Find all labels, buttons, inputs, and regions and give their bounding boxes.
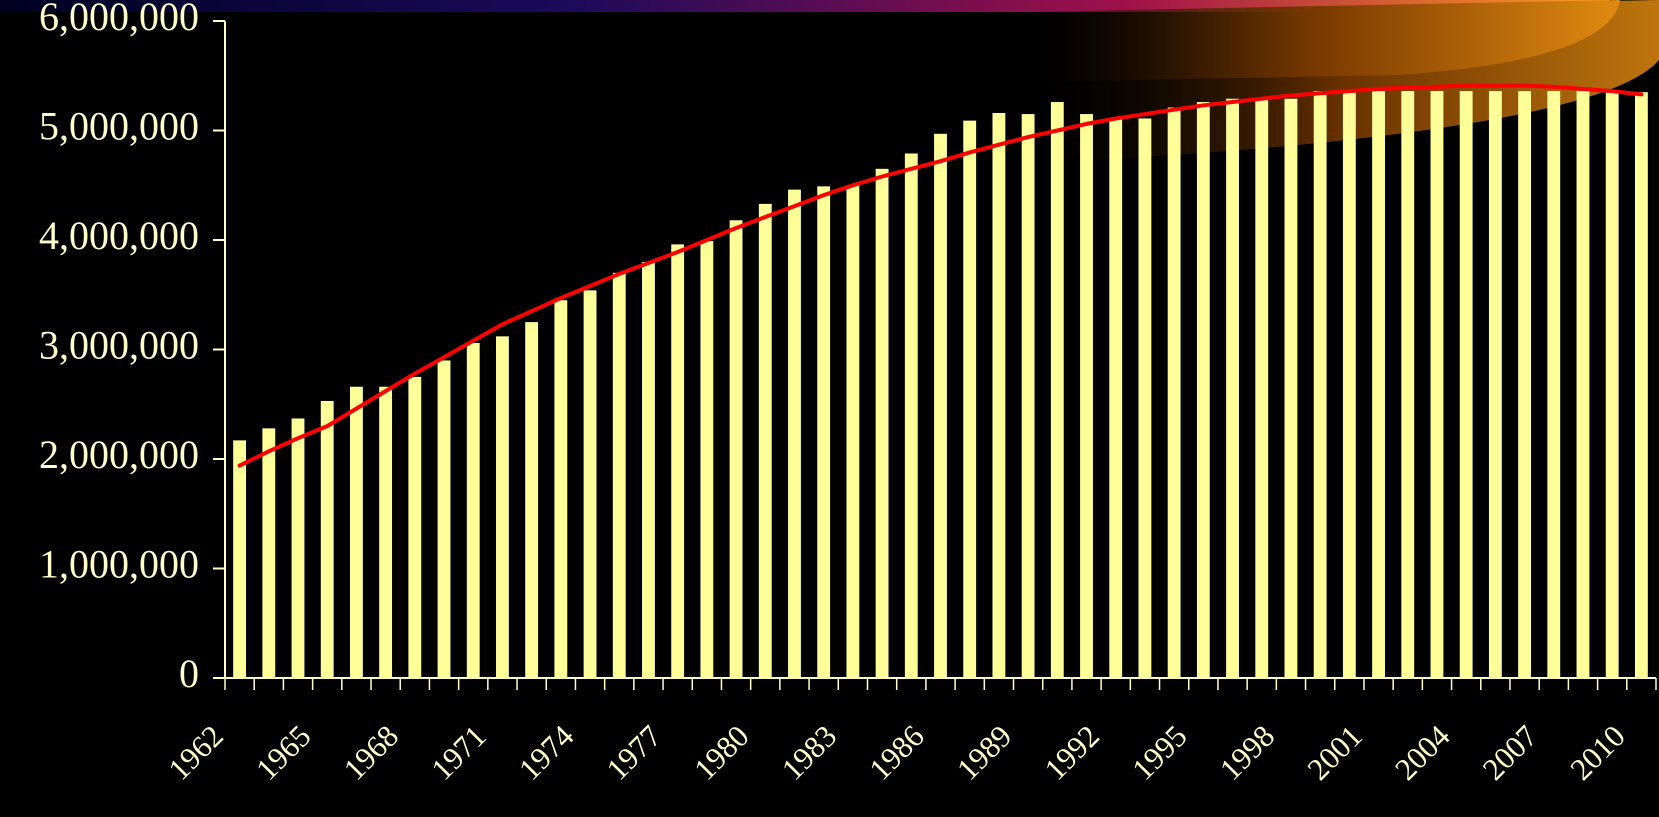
x-tick-label: 1983	[775, 718, 844, 787]
bar	[233, 440, 247, 678]
x-tick-label: 1968	[337, 718, 406, 787]
bar	[1138, 118, 1152, 678]
bar	[817, 186, 831, 678]
bar	[1547, 91, 1561, 678]
bar	[612, 272, 626, 678]
bar	[904, 153, 918, 678]
bar	[758, 203, 772, 679]
bar	[1518, 91, 1532, 678]
bar	[466, 342, 480, 678]
bar	[349, 386, 363, 678]
bar	[1430, 91, 1444, 678]
bar	[1226, 98, 1239, 679]
bar	[642, 261, 655, 678]
x-tick-label: 1965	[249, 718, 318, 787]
y-tick-label: 5,000,000	[39, 104, 199, 149]
bar	[1342, 91, 1356, 678]
bar	[408, 376, 422, 678]
bar	[583, 290, 597, 678]
bar	[1109, 118, 1123, 678]
x-tick-label: 1989	[950, 718, 1019, 787]
y-tick-label: 4,000,000	[39, 213, 199, 258]
bar	[1255, 98, 1269, 679]
bar	[262, 428, 276, 678]
x-tick-label: 2007	[1476, 718, 1545, 787]
bar	[1488, 91, 1502, 678]
bar	[992, 112, 1006, 679]
x-tick-label: 1998	[1213, 718, 1282, 787]
bar	[1401, 91, 1415, 678]
x-tick-label: 1977	[599, 718, 668, 787]
bar	[1459, 91, 1473, 678]
bar	[525, 322, 539, 678]
bar	[875, 168, 889, 678]
x-tick-label: 1992	[1037, 718, 1106, 787]
bar	[1313, 91, 1327, 678]
bar	[1167, 107, 1181, 678]
x-tick-label: 1962	[161, 718, 230, 787]
bar	[1080, 114, 1093, 678]
x-tick-label: 1974	[512, 718, 581, 787]
y-tick-label: 1,000,000	[39, 542, 199, 587]
bar	[700, 241, 714, 678]
x-tick-label: 1980	[687, 718, 756, 787]
y-tick-label: 2,000,000	[39, 432, 199, 477]
trend-line	[237, 83, 1644, 468]
bar	[437, 360, 451, 678]
bar	[846, 185, 860, 678]
y-tick-label: 6,000,000	[39, 0, 199, 39]
x-tick-label: 1971	[424, 718, 493, 787]
bar	[934, 133, 947, 678]
x-tick-label: 1986	[862, 718, 931, 787]
bar	[291, 418, 305, 678]
decorative-swoosh	[1020, 0, 1620, 82]
bar	[963, 120, 977, 678]
bar	[671, 244, 685, 678]
plot-area: 0 1,000,000 2,000,000 3,000,000 4,000,000 5,0…	[39, 0, 1657, 787]
bar	[1196, 102, 1210, 678]
bar	[1576, 91, 1590, 678]
x-tick-label: 2004	[1388, 718, 1457, 787]
bar	[496, 336, 509, 678]
bar	[1050, 102, 1064, 678]
y-tick-label: 0	[179, 651, 199, 696]
bar	[1284, 98, 1298, 679]
x-tick-label: 2001	[1300, 718, 1369, 787]
bar	[320, 400, 334, 678]
bar	[729, 220, 743, 679]
y-tick-label: 3,000,000	[39, 323, 199, 368]
bar	[1605, 92, 1619, 679]
bar	[554, 300, 568, 678]
bar	[1021, 114, 1035, 678]
x-tick-label: 2010	[1563, 718, 1632, 787]
bar	[788, 189, 801, 678]
bar	[1634, 92, 1648, 679]
bar	[1372, 91, 1385, 678]
bar	[379, 386, 393, 678]
x-tick-label: 1995	[1125, 718, 1194, 787]
